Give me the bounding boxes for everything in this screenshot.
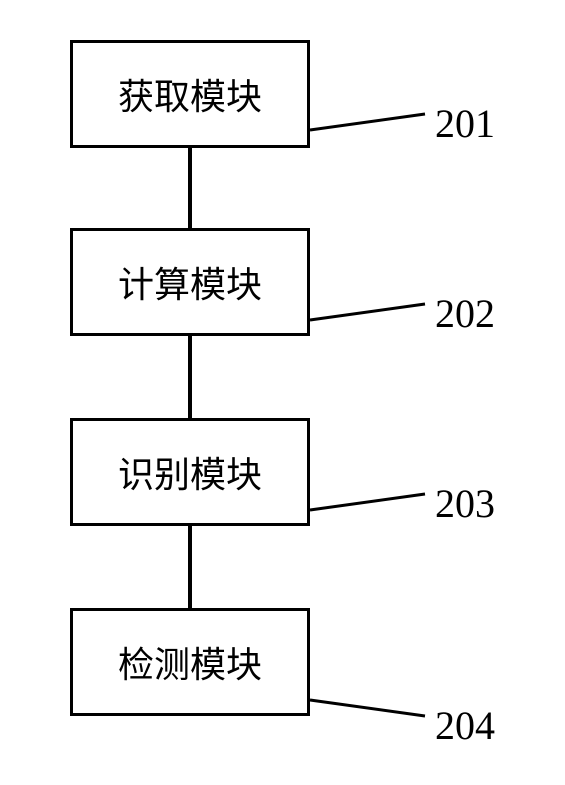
label-text: 203 [435, 481, 495, 526]
connector-line [188, 148, 192, 228]
reference-label: 202 [435, 290, 495, 337]
node-label: 检测模块 [118, 636, 262, 688]
label-text: 201 [435, 101, 495, 146]
flowchart-node: 识别模块 [70, 418, 310, 526]
reference-label: 201 [435, 100, 495, 147]
flowchart-node: 计算模块 [70, 228, 310, 336]
node-label: 获取模块 [118, 68, 262, 120]
connector-line [188, 336, 192, 418]
flowchart-node: 检测模块 [70, 608, 310, 716]
label-text: 204 [435, 703, 495, 748]
flowchart-container: 获取模块 计算模块 识别模块 检测模块 201 202 203 204 [0, 0, 565, 785]
flowchart-node: 获取模块 [70, 40, 310, 148]
node-label: 计算模块 [118, 256, 262, 308]
node-label: 识别模块 [118, 446, 262, 498]
connector-line [188, 526, 192, 608]
reference-label: 204 [435, 702, 495, 749]
reference-label: 203 [435, 480, 495, 527]
label-text: 202 [435, 291, 495, 336]
